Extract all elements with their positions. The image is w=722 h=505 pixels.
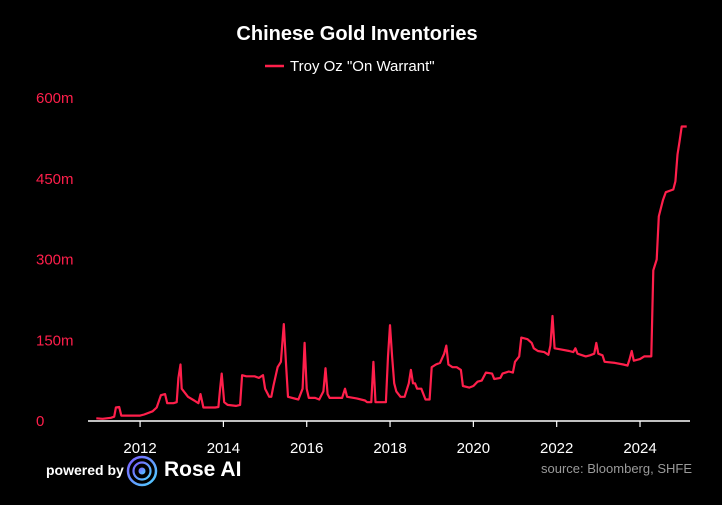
y-axis: 0 150m 300m 450m 600m xyxy=(36,90,74,430)
y-tick-label: 300m xyxy=(36,252,74,269)
x-tick-marks xyxy=(139,421,641,427)
x-tick-label: 2014 xyxy=(207,440,240,457)
legend-label: Troy Oz "On Warrant" xyxy=(290,58,435,75)
brand-name[interactable]: Rose AI xyxy=(164,458,242,481)
x-tick-label: 2016 xyxy=(290,440,323,457)
x-axis: 2012 2014 2016 2018 2020 2022 2024 xyxy=(123,440,656,457)
x-tick-label: 2018 xyxy=(373,440,406,457)
x-tick-label: 2012 xyxy=(123,440,156,457)
chart-title: Chinese Gold Inventories xyxy=(236,23,477,45)
y-tick-label: 0 xyxy=(36,413,44,430)
x-tick-label: 2022 xyxy=(540,440,573,457)
rose-ai-logo-icon xyxy=(126,455,158,487)
source-note: source: Bloomberg, SHFE xyxy=(541,461,693,476)
series-line-on-warrant xyxy=(96,125,687,420)
powered-by-text: powered by xyxy=(46,462,124,478)
x-tick-label: 2024 xyxy=(623,440,656,457)
y-tick-label: 150m xyxy=(36,332,74,349)
x-tick-label: 2020 xyxy=(457,440,490,457)
y-tick-label: 600m xyxy=(36,90,74,107)
legend: Troy Oz "On Warrant" xyxy=(265,58,435,75)
y-tick-label: 450m xyxy=(36,171,74,188)
